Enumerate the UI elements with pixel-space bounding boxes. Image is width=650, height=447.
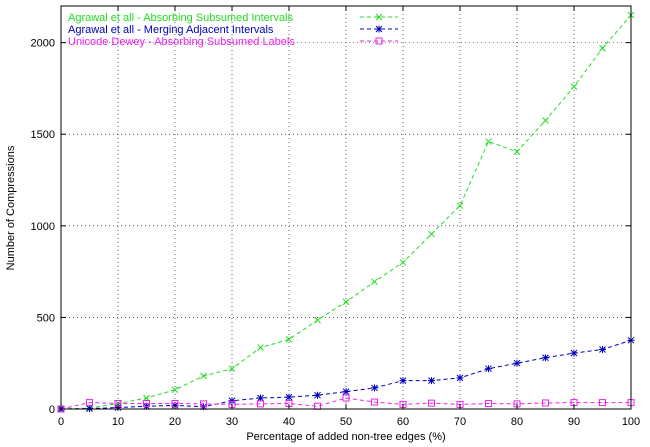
x-tick-label: 30 (226, 416, 238, 428)
asterisk-marker (428, 377, 435, 385)
asterisk-marker (542, 354, 549, 362)
y-axis-title: Number of Compressions (5, 145, 17, 270)
x-tick-label: 70 (454, 416, 466, 428)
series-line (60, 339, 632, 410)
asterisk-marker (375, 25, 383, 33)
legend-label: Agrawal et all - Absorbing Subsumed Inte… (68, 12, 294, 24)
x-marker (513, 148, 521, 155)
x-marker (428, 230, 435, 238)
x-marker (371, 278, 378, 286)
square-marker (200, 400, 207, 408)
asterisk-marker (285, 393, 293, 401)
asterisk-marker (342, 388, 350, 396)
square-marker (86, 399, 93, 407)
legend-entry-3: Unicode Dewey - Absorbing Subsumed Label… (68, 36, 398, 48)
square-marker (485, 400, 492, 408)
asterisk-marker (228, 397, 236, 405)
series-layer (57, 11, 635, 413)
square-marker (542, 399, 549, 407)
asterisk-marker (314, 391, 321, 399)
legend-label: Unicode Dewey - Absorbing Subsumed Label… (68, 36, 295, 48)
x-marker (485, 138, 492, 145)
x-marker (171, 386, 179, 394)
x-marker (285, 336, 293, 343)
x-marker (257, 344, 264, 351)
x-marker (399, 259, 407, 266)
square-marker (371, 398, 378, 406)
series-1 (57, 11, 635, 413)
asterisk-marker (513, 359, 521, 367)
x-tick-label: 10 (112, 416, 124, 428)
x-marker (342, 298, 350, 306)
series-line (60, 397, 631, 410)
x-tick-label: 50 (340, 416, 352, 428)
y-tick-label: 1000 (31, 221, 55, 233)
y-tick-label: 1500 (31, 129, 55, 141)
x-marker (375, 13, 383, 21)
x-marker (542, 117, 549, 124)
x-marker (200, 372, 207, 380)
x-tick-label: 40 (283, 416, 295, 428)
asterisk-marker (257, 394, 264, 402)
x-tick-label: 20 (169, 416, 181, 428)
x-tick-label: 0 (58, 416, 64, 428)
asterisk-marker (456, 374, 464, 382)
grid-lines (61, 6, 631, 409)
asterisk-marker (570, 349, 578, 357)
square-marker (143, 400, 150, 408)
x-marker (228, 365, 236, 373)
y-tick-label: 500 (37, 312, 55, 324)
x-tick-label: 80 (511, 416, 523, 428)
x-tick-label: 60 (397, 416, 409, 428)
y-tick-label: 2000 (31, 38, 55, 50)
x-axis-title: Percentage of added non-tree edges (%) (246, 431, 445, 443)
asterisk-marker (485, 365, 492, 373)
asterisk-marker (399, 377, 407, 385)
square-marker (257, 400, 264, 408)
asterisk-marker (371, 384, 378, 392)
y-tick-label: 0 (49, 404, 55, 416)
x-marker (314, 316, 321, 324)
x-tick-label: 90 (568, 416, 580, 428)
square-marker (428, 399, 435, 407)
x-marker (599, 44, 606, 52)
square-marker (375, 37, 383, 45)
legend: Agrawal et all - Absorbing Subsumed Inte… (68, 12, 398, 48)
legend-entry-1: Agrawal et all - Absorbing Subsumed Inte… (68, 12, 398, 24)
legend-entry-2: Agrawal et all - Merging Adjacent Interv… (68, 24, 398, 36)
asterisk-marker (599, 345, 606, 353)
x-tick-label: 100 (622, 416, 640, 428)
square-marker (342, 394, 350, 402)
square-marker (599, 399, 606, 407)
x-marker (456, 202, 464, 210)
x-marker (570, 83, 578, 90)
legend-label: Agrawal et all - Merging Adjacent Interv… (68, 24, 274, 36)
